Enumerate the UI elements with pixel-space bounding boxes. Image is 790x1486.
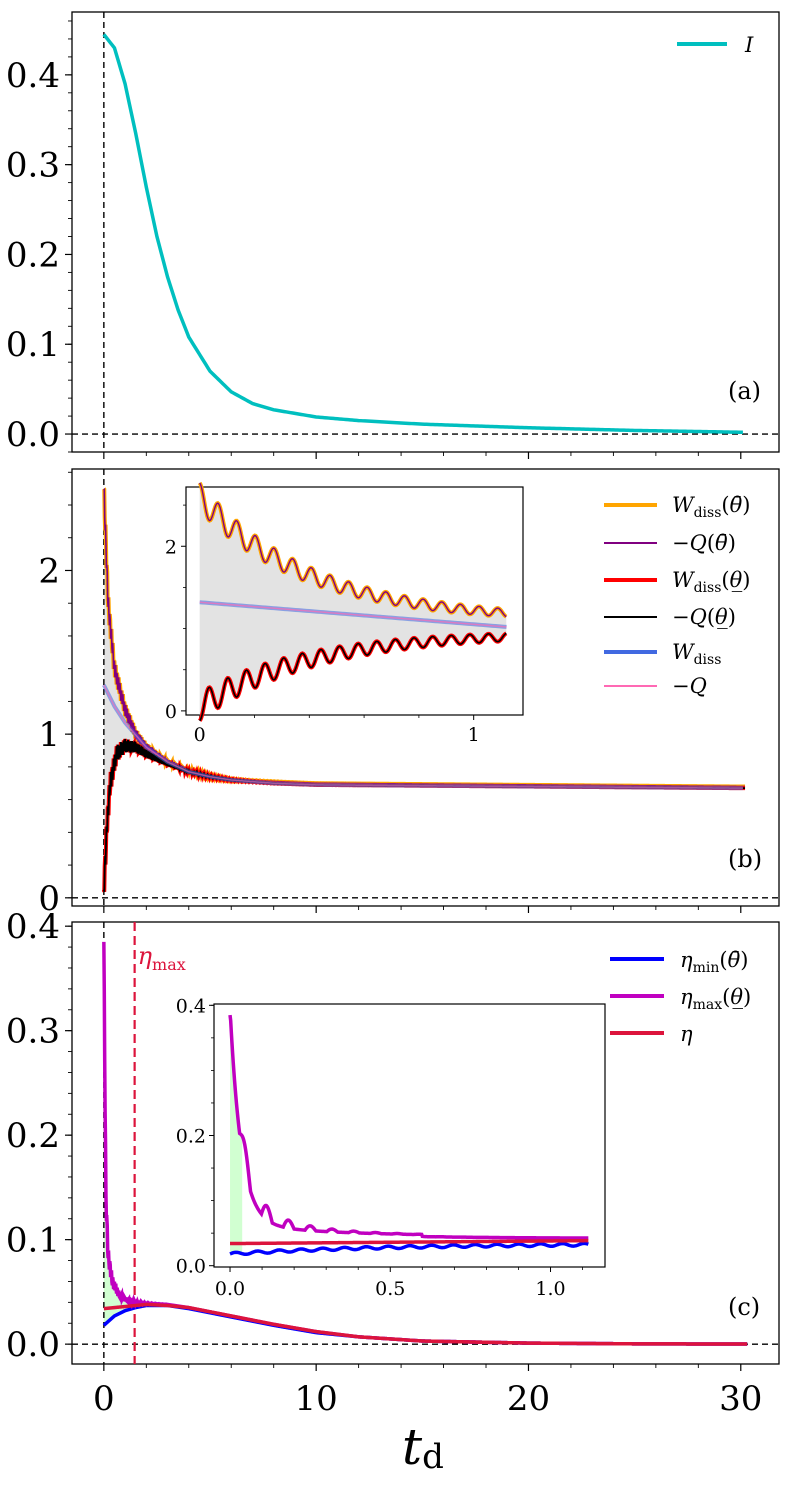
panel-c-ytick-label: 0.3 [6, 1012, 60, 1052]
panel-a-ytick-label: 0.1 [6, 325, 60, 365]
legend-label-wdiss-thetaunder: Wdiss(θ̲) [672, 568, 750, 596]
inset-c: 0.0 0.2 0.4 0.0 0.5 1.0 [176, 995, 606, 1300]
panel-b-ytick-label: 0 [38, 879, 60, 919]
inset-c-ytick-label: 0.0 [176, 1256, 206, 1278]
series-minusq-line [103, 684, 743, 789]
panel-a: 0.0 0.1 0.2 0.3 0.4 I (a) [6, 11, 780, 459]
x-axis-label: td [402, 1418, 444, 1477]
panel-b: 0 1 2 0 2 0 1 Wdiss(θ̄) −Q(θ̄) [38, 468, 780, 919]
inset-area-between-bounds [199, 482, 507, 721]
panel-b-frame [71, 468, 780, 907]
inset-b: 0 2 0 1 [165, 481, 524, 746]
inset-c-xtick-label: 0.0 [215, 1278, 245, 1300]
inset-lower-black-line [199, 632, 507, 722]
panel-b-ytick-label: 2 [38, 551, 60, 591]
panel-label-c: (c) [728, 1293, 760, 1321]
inset-c-frame [213, 1003, 606, 1268]
panel-b-ytick-label: 1 [38, 715, 60, 755]
legend-label-eta: η [680, 1022, 693, 1046]
legend-label-wdiss: Wdiss [672, 640, 721, 668]
legend-label-eta-max: ηmax(θ̲) [680, 985, 751, 1013]
eta-max-marker-label: ηmax [138, 942, 186, 974]
inset-eta-max-line [228, 1014, 589, 1240]
panel-c-ytick-label: 0.4 [6, 907, 60, 947]
inset-b-ytick-label: 0 [165, 701, 177, 723]
inset-b-ytick-label: 2 [165, 536, 177, 558]
panel-c: 0.00.10.20.30.4 0 10 20 30 ηmax 0.00.20.40.… [6, 907, 780, 1419]
series-wdiss-thetaunder-line [101, 736, 746, 893]
legend-label-minusq-thetabar: −Q(θ̄) [672, 531, 736, 555]
area-between-efficiency-bounds [103, 941, 135, 1326]
series-eta-line [103, 1302, 748, 1346]
panel-c-xtick-label: 10 [295, 1379, 338, 1419]
legend-label-eta-min: ηmin(θ̄) [680, 948, 748, 976]
panel-c-xtick-label: 30 [719, 1379, 762, 1419]
panel-c-xtick-label: 20 [507, 1379, 550, 1419]
inset-c-ytick-label: 0.2 [176, 1126, 206, 1148]
inset-c-xtick-label: 0.5 [375, 1278, 405, 1300]
legend-b: Wdiss(θ̄) −Q(θ̄) Wdiss(θ̲) −Q(θ̲) Wdiss … [604, 493, 750, 698]
panel-label-a: (a) [728, 377, 761, 405]
panel-c-xtick-label: 0 [93, 1379, 115, 1419]
legend-I-label: I [744, 33, 754, 57]
series-I-line [102, 33, 743, 434]
panel-c-ytick-label: 0.1 [6, 1221, 60, 1261]
panel-c-frame [71, 921, 780, 1365]
inset-upper-purple-line [199, 482, 507, 618]
series-minusq-thetaunder-line [102, 738, 746, 892]
legend-label-wdiss-thetabar: Wdiss(θ̄) [672, 493, 750, 521]
legend-c: ηmin(θ̄) ηmax(θ̲) η [610, 948, 751, 1046]
panel-a-frame [71, 11, 780, 453]
panel-a-ytick-label: 0.2 [6, 235, 60, 275]
inset-mean-pink-line [199, 601, 507, 628]
inset-c-xtick-label: 1.0 [535, 1278, 565, 1300]
inset-b-xtick-label: 1 [468, 724, 480, 746]
panel-a-ytick-label: 0.3 [6, 146, 60, 186]
inset-eta-line [230, 1238, 589, 1246]
legend-a: I [677, 33, 754, 57]
legend-label-minusq-thetaunder: −Q(θ̲) [672, 605, 736, 629]
inset-c-ytick-label: 0.4 [176, 995, 206, 1017]
panel-a-ytick-label: 0.4 [6, 56, 60, 96]
legend-label-minusq: −Q [672, 674, 707, 698]
panel-c-ytick-label: 0.0 [6, 1325, 60, 1365]
inset-b-xtick-label: 0 [194, 724, 206, 746]
panel-label-b: (b) [728, 845, 762, 873]
panel-c-ytick-label: 0.2 [6, 1116, 60, 1156]
inset-eta-min-line [229, 1241, 589, 1257]
panel-a-ytick-label: 0.0 [6, 415, 60, 455]
